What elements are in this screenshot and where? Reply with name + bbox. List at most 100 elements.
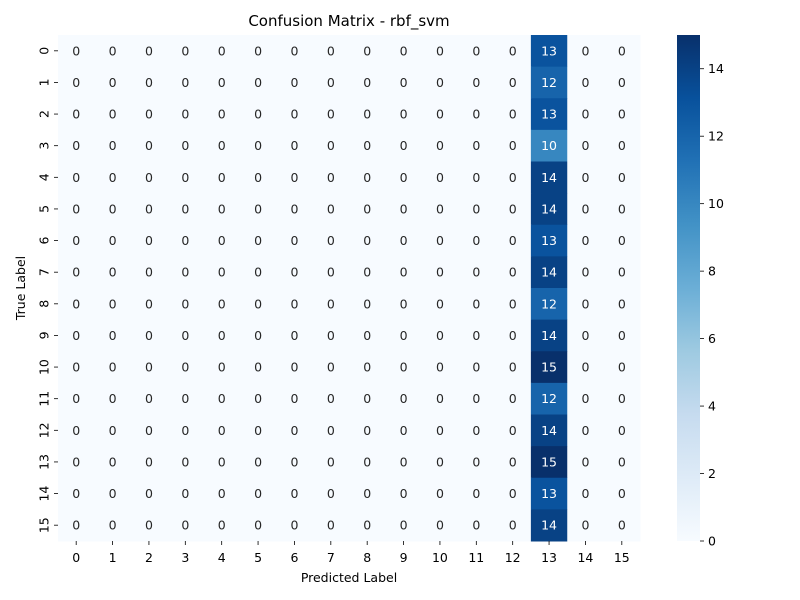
cell-value-label: 0 [327, 138, 335, 153]
x-tick-label: 12 [505, 550, 521, 565]
heatmap-cell [385, 319, 423, 352]
cell-value-label: 0 [72, 201, 80, 216]
heatmap-cell [567, 161, 605, 194]
heatmap-cell [349, 382, 386, 415]
heatmap-cell [421, 319, 459, 352]
heatmap-cell [276, 288, 314, 321]
heatmap-cell [494, 477, 532, 510]
x-tick-label: 1 [109, 550, 117, 565]
cell-value-label: 0 [218, 107, 226, 122]
cell-value-label: 0 [290, 518, 298, 533]
heatmap-cell [458, 446, 495, 479]
heatmap-cell [276, 351, 314, 384]
cell-value-label: 0 [254, 454, 262, 469]
cell-value-label: 0 [254, 486, 262, 501]
cell-value-label: 0 [254, 360, 262, 375]
cell-value-label: 0 [145, 265, 153, 280]
heatmap-cell [58, 446, 95, 479]
y-tick-label: 3 [37, 142, 52, 150]
cell-value-label: 0 [436, 486, 444, 501]
heatmap-cell [312, 224, 350, 257]
cell-value-label: 0 [290, 423, 298, 438]
cell-value-label: 10 [541, 138, 557, 153]
heatmap-cell [276, 98, 314, 131]
cell-value-label: 0 [327, 170, 335, 185]
heatmap-cell [130, 193, 168, 226]
y-tick-label: 11 [37, 391, 52, 407]
cell-value-label: 0 [472, 170, 480, 185]
cell-value-label: 0 [400, 75, 408, 90]
cell-value-label: 0 [109, 360, 117, 375]
heatmap-cell [94, 319, 132, 352]
x-tick-label: 6 [290, 550, 298, 565]
cell-value-label: 0 [181, 360, 189, 375]
cell-value-label: 0 [181, 454, 189, 469]
cell-value-label: 0 [290, 265, 298, 280]
cell-value-label: 0 [72, 296, 80, 311]
heatmap-cell [239, 477, 277, 510]
heatmap-cell [203, 509, 241, 542]
cell-value-label: 0 [400, 423, 408, 438]
cell-value-label: 0 [327, 265, 335, 280]
heatmap-cell [421, 509, 459, 542]
heatmap-cell [421, 193, 459, 226]
cell-value-label: 0 [436, 265, 444, 280]
heatmap-cell [385, 477, 423, 510]
cell-value-label: 0 [109, 170, 117, 185]
heatmap-cell [458, 319, 495, 352]
colorbar-tick-label: 0 [708, 534, 716, 549]
cell-value-label: 0 [72, 43, 80, 58]
cell-value-label: 0 [290, 454, 298, 469]
heatmap-cell [167, 319, 204, 352]
cell-value-label: 0 [145, 454, 153, 469]
cell-value-label: 0 [618, 107, 626, 122]
heatmap-cell [312, 509, 350, 542]
cell-value-label: 0 [581, 423, 589, 438]
chart-title: Confusion Matrix - rbf_svm [248, 12, 449, 31]
heatmap-cell [312, 351, 350, 384]
cell-value-label: 0 [618, 518, 626, 533]
cell-value-label: 0 [472, 423, 480, 438]
heatmap-cell [567, 382, 605, 415]
cell-value-label: 13 [541, 233, 557, 248]
heatmap-cell [385, 509, 423, 542]
cell-value-label: 0 [400, 486, 408, 501]
cell-value-label: 0 [400, 328, 408, 343]
cell-value-label: 0 [509, 265, 517, 280]
y-tick-label: 8 [37, 300, 52, 308]
cell-value-label: 0 [618, 391, 626, 406]
cell-value-label: 0 [254, 107, 262, 122]
cell-value-label: 0 [436, 138, 444, 153]
cell-value-label: 0 [436, 201, 444, 216]
heatmap-cell [494, 288, 532, 321]
cell-value-label: 13 [541, 107, 557, 122]
cell-value-label: 0 [618, 138, 626, 153]
cell-value-label: 0 [436, 43, 444, 58]
heatmap-cell [385, 414, 423, 447]
heatmap-cell [349, 288, 386, 321]
heatmap-cell [421, 477, 459, 510]
colorbar-tick-label: 14 [708, 61, 724, 76]
cell-value-label: 0 [472, 296, 480, 311]
heatmap-cell [603, 509, 641, 542]
cell-value-label: 0 [145, 360, 153, 375]
cell-value-label: 0 [618, 296, 626, 311]
heatmap-cell [130, 256, 168, 289]
heatmap-cell [239, 66, 277, 99]
cell-value-label: 0 [581, 138, 589, 153]
cell-value-label: 0 [290, 233, 298, 248]
cell-value-label: 0 [581, 454, 589, 469]
y-tick-label: 5 [37, 205, 52, 213]
cell-value-label: 0 [400, 233, 408, 248]
heatmap-cell [312, 256, 350, 289]
colorbar [677, 35, 700, 541]
heatmap-cell [458, 288, 495, 321]
cell-value-label: 0 [436, 233, 444, 248]
y-tick-label: 1 [37, 78, 52, 86]
heatmap-cell [130, 129, 168, 162]
cell-value-label: 0 [436, 296, 444, 311]
heatmap-cell [239, 319, 277, 352]
cell-value-label: 0 [254, 423, 262, 438]
heatmap-cell [567, 446, 605, 479]
cell-value-label: 0 [218, 454, 226, 469]
